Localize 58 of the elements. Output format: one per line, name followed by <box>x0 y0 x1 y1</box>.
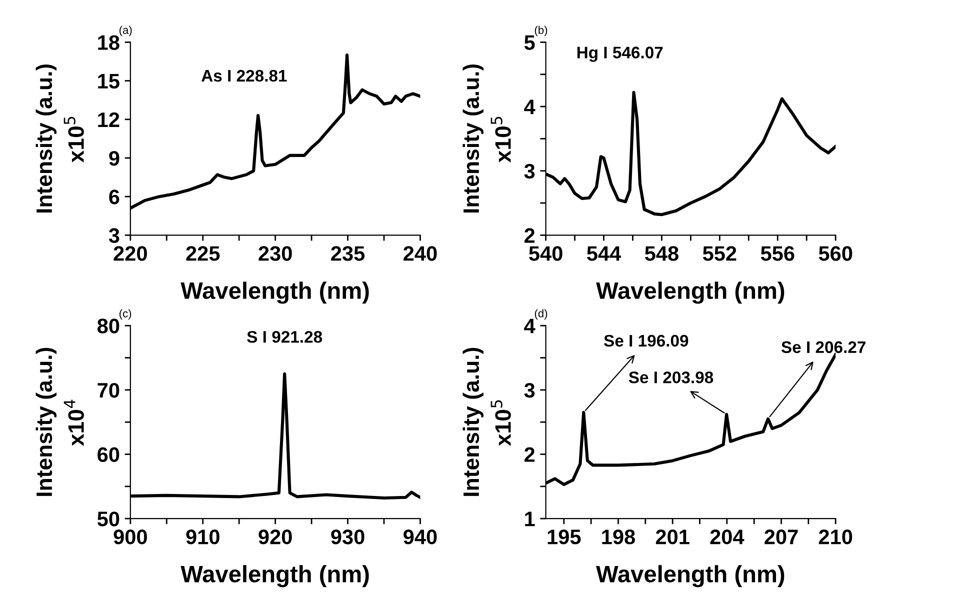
y-axis-title: Intensity (a.u.) x10$^{5}$ <box>462 64 511 213</box>
y-axis-title: Intensity (a.u.) x10$^{5}$ <box>36 64 84 213</box>
chart-title: (a) <box>120 26 132 36</box>
x-tick-label: 556 <box>760 246 794 261</box>
annotation: Se I 196.09 <box>604 334 688 347</box>
y-tick-label: 70 <box>98 382 120 398</box>
y-tick-label: 3 <box>108 228 120 243</box>
x-axis-title: Wavelength (nm) <box>180 565 369 588</box>
y-tick-label: 60 <box>98 447 120 462</box>
x-tick-label: 230 <box>258 246 292 261</box>
x-tick-label: 540 <box>529 246 562 261</box>
annotation: Hg I 546.07 <box>577 46 663 62</box>
x-tick-label: 198 <box>602 530 635 544</box>
chart-title: (b) <box>534 26 548 36</box>
annotation: Se I 206.27 <box>781 341 866 354</box>
y-axis-title: Intensity (a.u.) x10$^{5}$ <box>462 348 511 496</box>
x-tick-label: 225 <box>186 246 220 261</box>
x-tick-label: 210 <box>818 530 852 544</box>
x-tick-label: 548 <box>644 246 678 261</box>
y-tick-label: 6 <box>109 190 120 204</box>
annotation: As I 228.81 <box>202 70 287 82</box>
x-tick-label: 207 <box>764 530 798 544</box>
y-tick-label: 80 <box>97 318 120 334</box>
x-tick-label: 220 <box>114 246 147 261</box>
y-tick-label: 2 <box>524 228 535 243</box>
y-tick-label: 12 <box>98 112 120 127</box>
x-tick-label: 235 <box>331 246 365 261</box>
x-tick-label: 900 <box>114 530 147 544</box>
x-tick-label: 930 <box>331 530 364 544</box>
y-tick-label: 18 <box>98 35 120 50</box>
x-axis-title: Wavelength (nm) <box>180 282 369 304</box>
chart-title: (c) <box>120 309 132 320</box>
x-tick-label: 204 <box>710 530 744 544</box>
y-tick-label: 3 <box>524 382 535 398</box>
y-tick-label: 3 <box>524 164 535 179</box>
x-tick-label: 560 <box>818 246 852 261</box>
y-tick-label: 1 <box>525 512 535 526</box>
x-tick-label: 240 <box>404 246 437 261</box>
y-axis-title: Intensity (a.u.) x10$^{4}$ <box>36 348 84 496</box>
chart-title: (d) <box>534 309 548 320</box>
x-tick-label: 940 <box>404 530 437 544</box>
y-tick-label: 5 <box>524 35 535 50</box>
y-tick-label: 50 <box>97 512 120 526</box>
x-tick-label: 544 <box>587 246 622 261</box>
y-tick-label: 9 <box>109 150 120 166</box>
x-tick-label: 552 <box>702 246 736 261</box>
y-tick-label: 4 <box>524 318 536 334</box>
y-tick-label: 2 <box>524 447 535 462</box>
x-axis-title: Wavelength (nm) <box>596 565 784 588</box>
y-tick-label: 15 <box>98 74 120 89</box>
x-tick-label: 920 <box>258 530 292 544</box>
x-axis-title: Wavelength (nm) <box>596 282 784 304</box>
x-tick-label: 201 <box>656 530 690 544</box>
annotation: Se I 203.98 <box>628 372 714 384</box>
y-tick-label: 4 <box>524 100 536 114</box>
x-tick-label: 195 <box>548 530 581 544</box>
x-tick-label: 910 <box>186 530 220 544</box>
annotation: S I 921.28 <box>247 330 322 343</box>
